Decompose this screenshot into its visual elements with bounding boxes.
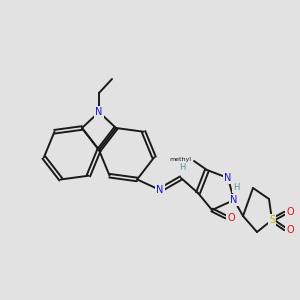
Text: N: N: [224, 173, 232, 183]
Text: N: N: [156, 185, 164, 195]
Text: O: O: [227, 213, 235, 223]
Text: H: H: [233, 182, 239, 191]
Text: S: S: [269, 215, 275, 225]
Text: N: N: [230, 195, 238, 205]
Text: N: N: [95, 107, 103, 117]
Text: O: O: [286, 225, 294, 235]
Text: methyl: methyl: [169, 158, 191, 163]
Text: O: O: [286, 207, 294, 217]
Text: H: H: [179, 164, 185, 172]
